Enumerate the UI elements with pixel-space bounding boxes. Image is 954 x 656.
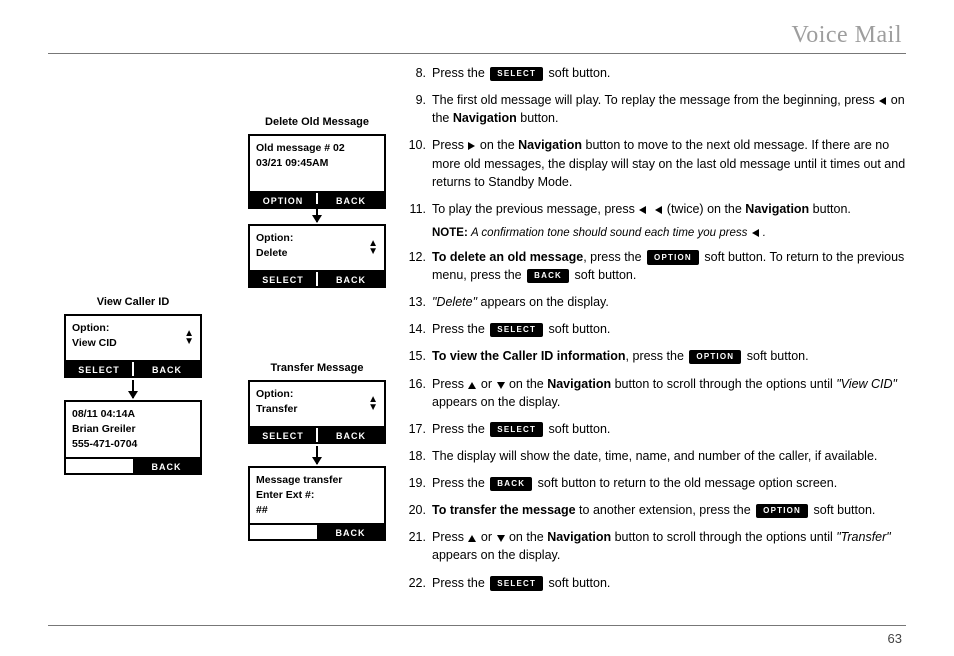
updown-icon: ▲▼	[368, 396, 378, 412]
softkey-back: BACK	[318, 272, 384, 286]
left-arrow-icon	[655, 206, 662, 214]
step-17: 17.Press the SELECT soft button.	[406, 420, 906, 438]
screen-line: Delete	[256, 246, 378, 261]
screen-transfer-ext: Message transfer Enter Ext #: ## BACK	[248, 466, 386, 541]
left-arrow-icon	[752, 229, 759, 237]
instructions-column: 8.Press the SELECT soft button. 9.The fi…	[398, 64, 906, 604]
screen-line: Option:	[72, 321, 194, 336]
right-arrow-icon	[468, 142, 475, 150]
screen-line: Old message # 02	[256, 141, 378, 156]
left-arrow-icon	[879, 97, 886, 105]
screen-viewcid-result: 08/11 04:14A Brian Greiler 555-471-0704 …	[64, 400, 202, 475]
flow-arrow	[316, 204, 318, 222]
flow-arrow	[132, 380, 134, 398]
select-pill: SELECT	[490, 576, 543, 591]
step-11: 11.To play the previous message, press (…	[406, 200, 906, 218]
up-arrow-icon	[468, 382, 476, 389]
softkey-back: BACK	[318, 193, 384, 207]
screen-line: Transfer	[256, 402, 378, 417]
screen-line: 03/21 09:45AM	[256, 156, 378, 171]
step-15: 15.To view the Caller ID information, pr…	[406, 347, 906, 365]
back-pill: BACK	[527, 269, 569, 284]
softkey-blank	[66, 459, 133, 473]
step-19: 19.Press the BACK soft button to return …	[406, 474, 906, 492]
down-arrow-icon	[497, 535, 505, 542]
softkey-back: BACK	[134, 362, 200, 376]
screen-line: Option:	[256, 231, 378, 246]
step-18: 18.The display will show the date, time,…	[406, 447, 906, 465]
caption-view-cid: View Caller ID	[64, 296, 202, 308]
select-pill: SELECT	[490, 422, 543, 437]
page-number: 63	[888, 631, 902, 646]
flow-arrow	[316, 446, 318, 464]
softkey-select: SELECT	[250, 272, 318, 286]
step-10: 10.Press on the Navigation button to mov…	[406, 136, 906, 190]
bottom-rule	[48, 625, 906, 626]
back-pill: BACK	[490, 477, 532, 492]
step-14: 14.Press the SELECT soft button.	[406, 320, 906, 338]
screen-delete-option: Option: Delete ▲▼ SELECT BACK	[248, 224, 386, 288]
note: NOTE: A confirmation tone should sound e…	[432, 227, 906, 239]
softkey-back: BACK	[317, 525, 384, 539]
step-20: 20.To transfer the message to another ex…	[406, 501, 906, 519]
updown-icon: ▲▼	[368, 240, 378, 256]
step-9: 9.The first old message will play. To re…	[406, 91, 906, 127]
page-title: Voice Mail	[48, 22, 906, 49]
step-21: 21.Press or on the Navigation button to …	[406, 528, 906, 564]
screen-line: 08/11 04:14A	[72, 407, 194, 422]
screen-line: Brian Greiler	[72, 422, 194, 437]
softkey-back: BACK	[318, 428, 384, 442]
option-pill: OPTION	[647, 250, 699, 265]
screen-old-message: Old message # 02 03/21 09:45AM OPTION BA…	[248, 134, 386, 209]
step-8: 8.Press the SELECT soft button.	[406, 64, 906, 82]
caption-delete-old: Delete Old Message	[248, 116, 386, 128]
softkey-select: SELECT	[66, 362, 134, 376]
option-pill: OPTION	[689, 350, 741, 365]
softkey-select: SELECT	[250, 428, 318, 442]
screen-line: Enter Ext #:	[256, 488, 378, 503]
screen-transfer-option: Option: Transfer ▲▼ SELECT BACK	[248, 380, 386, 444]
screen-line: Message transfer	[256, 473, 378, 488]
screen-line: View CID	[72, 336, 194, 351]
step-13: 13."Delete" appears on the display.	[406, 293, 906, 311]
diagram-column: Delete Old Message Old message # 02 03/2…	[48, 64, 398, 604]
caption-transfer: Transfer Message	[248, 362, 386, 374]
softkey-back: BACK	[133, 459, 200, 473]
softkey-blank	[250, 525, 317, 539]
option-pill: OPTION	[756, 504, 808, 519]
select-pill: SELECT	[490, 323, 543, 338]
step-12: 12.To delete an old message, press the O…	[406, 248, 906, 284]
left-arrow-icon	[639, 206, 646, 214]
screen-line: 555-471-0704	[72, 437, 194, 452]
top-rule	[48, 53, 906, 54]
screen-line: Option:	[256, 387, 378, 402]
select-pill: SELECT	[490, 67, 543, 82]
screen-line: ##	[256, 503, 378, 518]
step-22: 22.Press the SELECT soft button.	[406, 574, 906, 592]
step-16: 16. Press or on the Navigation button to…	[406, 375, 906, 411]
screen-viewcid-option: Option: View CID ▲▼ SELECT BACK	[64, 314, 202, 378]
updown-icon: ▲▼	[184, 330, 194, 346]
down-arrow-icon	[497, 382, 505, 389]
up-arrow-icon	[468, 535, 476, 542]
softkey-option: OPTION	[250, 193, 318, 207]
